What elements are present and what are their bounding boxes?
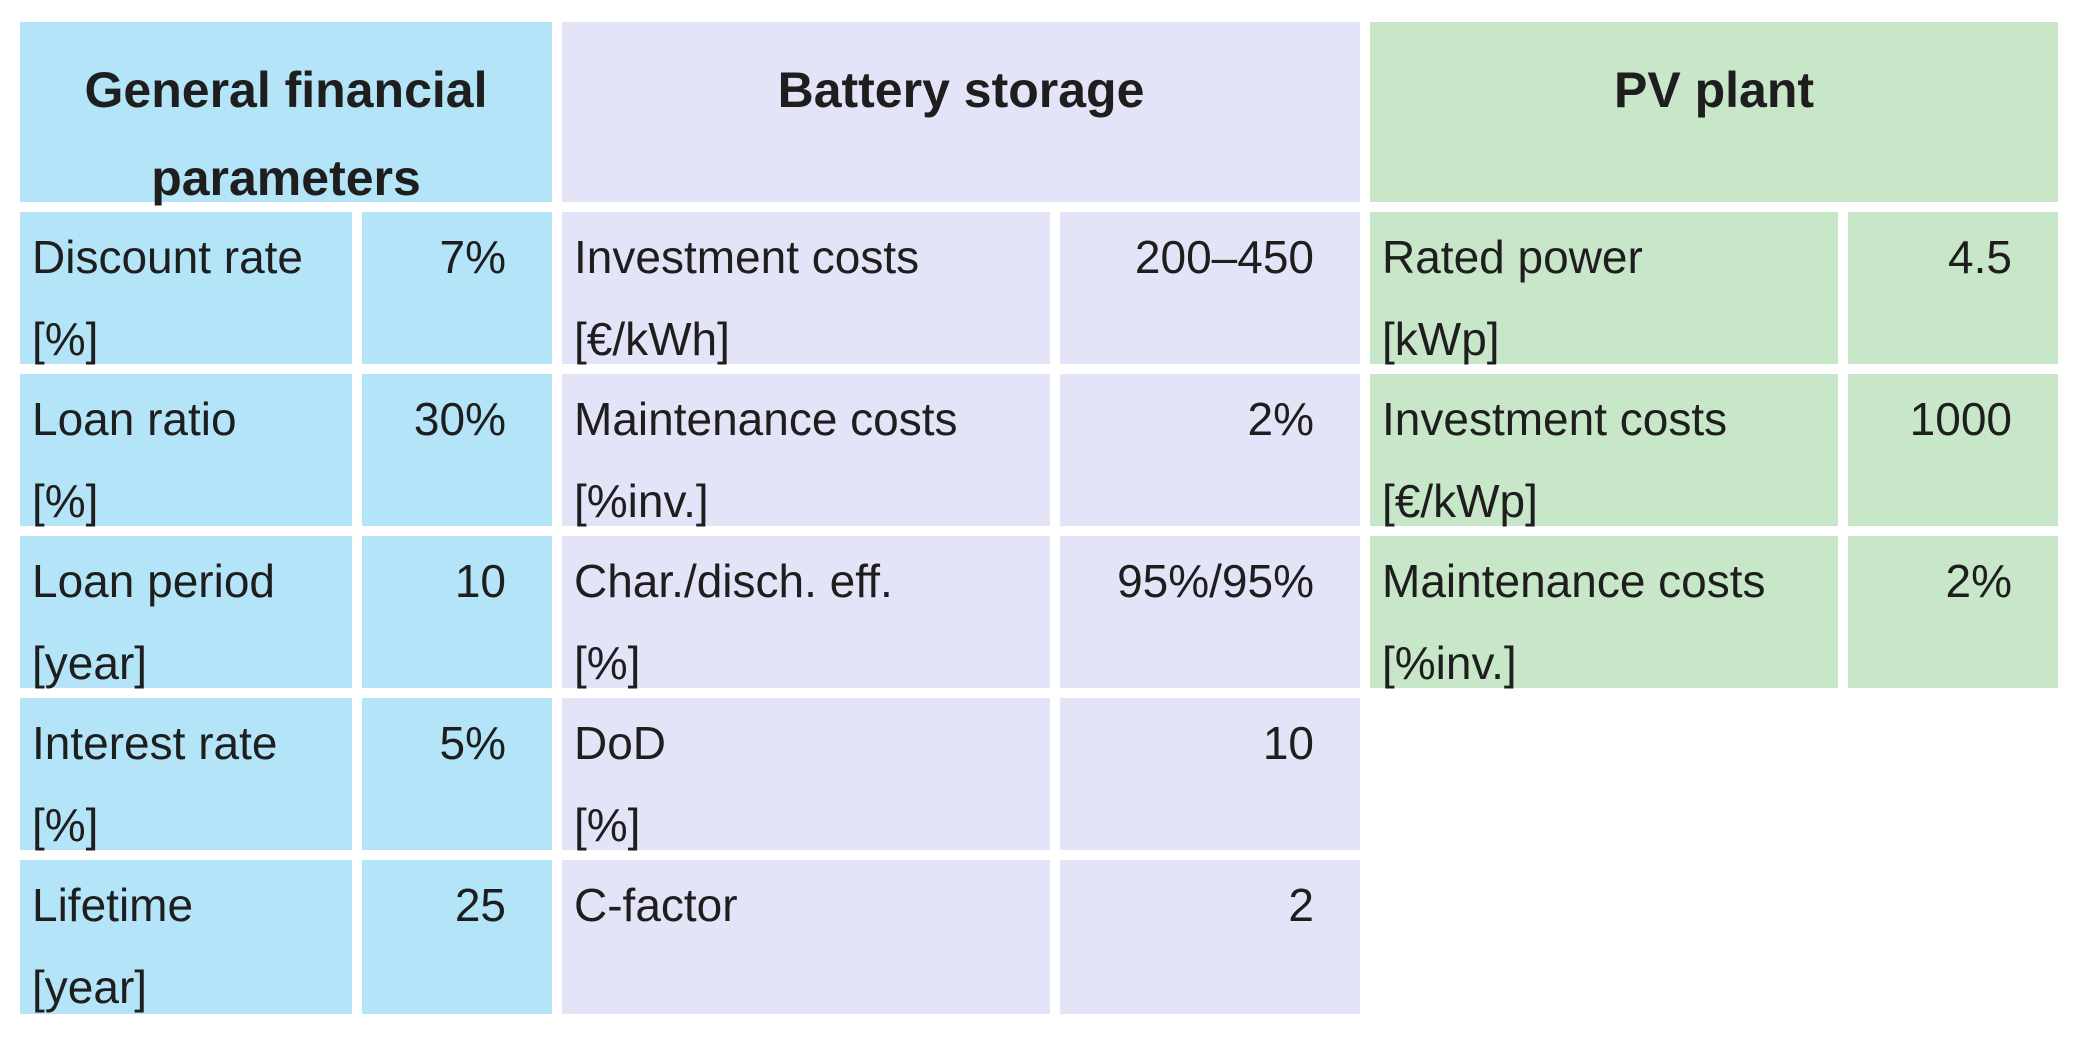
battery-row-2-label: Maintenance costs [%inv.] xyxy=(562,374,1050,527)
battery-row-1-label: Investment costs [€/kWh] xyxy=(562,212,1050,365)
financial-row-5-name: Lifetime xyxy=(32,879,194,931)
pv-row-2-value: 1000 xyxy=(1848,374,2058,526)
financial-row-4-unit: [%] xyxy=(32,799,99,851)
battery-row-1-name: Investment costs xyxy=(574,231,920,283)
financial-row-1-name: Discount rate xyxy=(32,231,304,283)
financial-row-3-name: Loan period xyxy=(32,555,275,607)
battery-row-1-value: 200–450 xyxy=(1060,212,1360,364)
financial-row-4-label: Interest rate [%] xyxy=(20,698,352,851)
battery-row-3-name: Char./disch. eff. xyxy=(574,555,893,607)
financial-header: General financial parameters xyxy=(20,22,552,206)
battery-header-text: Battery storage xyxy=(777,62,1145,118)
battery-row-4-value: 10 xyxy=(1060,698,1360,850)
financial-row-4-name: Interest rate xyxy=(32,717,278,769)
financial-row-5-label: Lifetime [year] xyxy=(20,860,352,1014)
pv-row-3-label: Maintenance costs [%inv.] xyxy=(1370,536,1838,689)
financial-row-2-label: Loan ratio [%] xyxy=(20,374,352,527)
pv-row-1-value: 4.5 xyxy=(1848,212,2058,364)
battery-row-2-value: 2% xyxy=(1060,374,1360,526)
financial-row-2-unit: [%] xyxy=(32,475,99,527)
battery-row-2-name: Maintenance costs xyxy=(574,393,958,445)
pv-row-3-unit: [%inv.] xyxy=(1382,637,1517,689)
battery-header: Battery storage xyxy=(562,22,1360,202)
financial-row-2-value: 30% xyxy=(362,374,552,526)
pv-row-1-name: Rated power xyxy=(1382,231,1643,283)
battery-row-4-name: DoD xyxy=(574,717,667,769)
pv-row-3-value: 2% xyxy=(1848,536,2058,688)
pv-row-2-unit: [€/kWp] xyxy=(1382,475,1538,527)
financial-row-5-unit: [year] xyxy=(32,961,148,1013)
financial-row-3-label: Loan period [year] xyxy=(20,536,352,689)
pv-row-3-name: Maintenance costs xyxy=(1382,555,1766,607)
financial-row-1-label: Discount rate [%] xyxy=(20,212,352,365)
battery-row-5-value: 2 xyxy=(1060,860,1360,1014)
pv-row-2-name: Investment costs xyxy=(1382,393,1728,445)
financial-header-text: General financial parameters xyxy=(84,62,488,206)
financial-row-3-unit: [year] xyxy=(32,637,148,689)
pv-row-1-label: Rated power [kWp] xyxy=(1370,212,1838,365)
financial-row-3-value: 10 xyxy=(362,536,552,688)
battery-row-3-label: Char./disch. eff. [%] xyxy=(562,536,1050,689)
pv-row-2-label: Investment costs [€/kWp] xyxy=(1370,374,1838,527)
pv-row-1-unit: [kWp] xyxy=(1382,313,1500,365)
battery-row-4-label: DoD [%] xyxy=(562,698,1050,851)
financial-row-1-value: 7% xyxy=(362,212,552,364)
financial-row-2-name: Loan ratio xyxy=(32,393,237,445)
battery-row-5-label: C-factor xyxy=(562,860,1050,1014)
battery-row-3-unit: [%] xyxy=(574,637,641,689)
pv-header: PV plant xyxy=(1370,22,2058,202)
battery-row-5-name: C-factor xyxy=(574,879,738,931)
pv-header-text: PV plant xyxy=(1613,62,1815,118)
battery-row-3-value: 95%/95% xyxy=(1060,536,1360,688)
financial-row-1-unit: [%] xyxy=(32,313,99,365)
financial-row-5-value: 25 xyxy=(362,860,552,1014)
financial-row-4-value: 5% xyxy=(362,698,552,850)
battery-row-1-unit: [€/kWh] xyxy=(574,313,730,365)
battery-row-4-unit: [%] xyxy=(574,799,641,851)
battery-row-2-unit: [%inv.] xyxy=(574,475,709,527)
